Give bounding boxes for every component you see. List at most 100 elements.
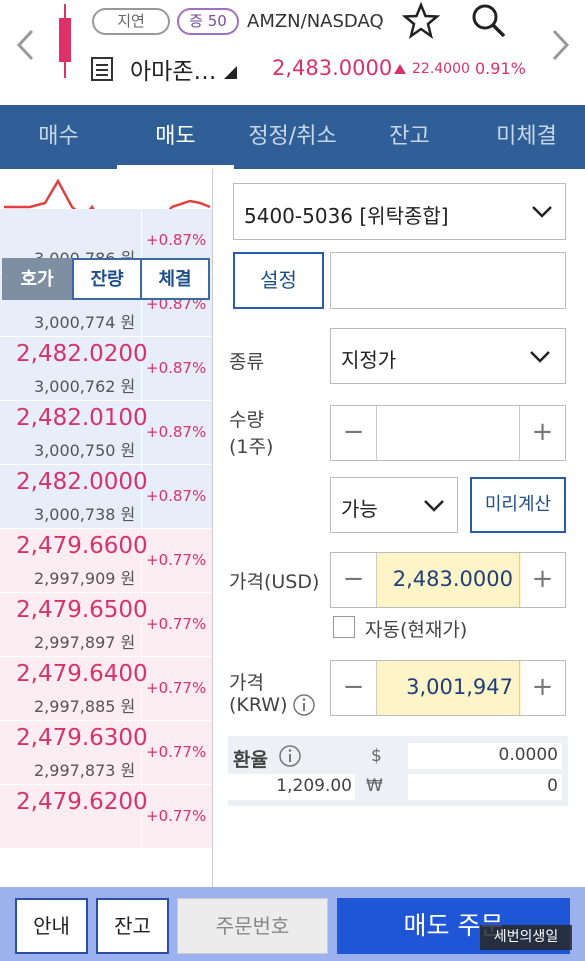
balance-button[interactable]: 잔고: [96, 898, 169, 954]
orderbook-row[interactable]: 2,482.0000 3,000,738 원 +0.87%: [0, 465, 212, 529]
rate: +0.87%: [146, 487, 207, 505]
plus-button[interactable]: +: [519, 661, 565, 715]
delay-badge: 지연: [92, 8, 170, 35]
krw-price: 3,000,774 원: [34, 313, 136, 332]
current-price: 2,483.0000: [272, 56, 393, 80]
usd-input[interactable]: 2,483.0000: [377, 553, 521, 607]
tab-bar: [0, 105, 585, 169]
rate: +0.87%: [146, 423, 207, 441]
order-price: 2,479.6400: [16, 661, 148, 687]
tab[interactable]: 매수: [38, 124, 79, 149]
orderbook-tab[interactable]: 호가: [2, 258, 72, 300]
krw-unit: (KRW): [229, 694, 288, 716]
order-price: 2,479.6300: [16, 725, 148, 751]
krw-label: 가격: [229, 672, 264, 694]
row-divider: [141, 273, 142, 336]
up-triangle: [394, 64, 406, 74]
prev-arrow[interactable]: [14, 28, 38, 62]
orderbook-tab[interactable]: 체결: [140, 258, 210, 300]
fx-panel: 환율 $ 0.0000 1,209.00 ₩ 0: [228, 736, 568, 806]
usd-label: 가격(USD): [229, 571, 320, 593]
usd-amount-box: 0.0000: [408, 743, 562, 769]
order-price: 2,482.0100: [16, 405, 148, 431]
auto-checkbox[interactable]: [333, 616, 355, 638]
orderbook-row[interactable]: 2,479.6400 2,997,885 원 +0.77%: [0, 657, 212, 721]
order-price: 2,482.0200: [16, 341, 148, 367]
krw-amount-box: 0: [408, 774, 562, 800]
plus-button[interactable]: +: [519, 553, 565, 607]
auto-label: 자동(현재가): [365, 619, 468, 641]
krw-price: 2,997,873 원: [34, 761, 136, 780]
row-divider: [141, 209, 142, 272]
stock-name[interactable]: 아마존…: [130, 59, 217, 85]
type-label: 종류: [229, 351, 264, 373]
orderbook-row[interactable]: 2,479.6300 2,997,873 원 +0.77%: [0, 721, 212, 785]
krw-input[interactable]: 3,001,947: [377, 661, 521, 715]
header: 지연 증 50 AMZN/NASDAQ 아마존… 2,483.0000 22.4…: [0, 0, 585, 103]
info-icon[interactable]: [292, 693, 316, 717]
chevron: [424, 500, 444, 512]
orderbook-row[interactable]: 2,479.6200 +0.77%: [0, 785, 212, 849]
watermark: 세번의생일: [480, 925, 572, 950]
order-price: 2,479.6200: [16, 789, 148, 815]
row-divider: [141, 529, 142, 592]
margin-badge: 증 50: [177, 8, 239, 35]
row-divider: [141, 657, 142, 720]
krw-price: 2,997,897 원: [34, 633, 136, 652]
name-dropdown[interactable]: [224, 66, 238, 80]
tab[interactable]: 정정/취소: [248, 124, 337, 149]
price-change: 22.4000: [412, 61, 470, 77]
tab[interactable]: 매도: [117, 105, 234, 169]
next-arrow[interactable]: [548, 28, 572, 62]
orderbook-row[interactable]: 2,479.6600 2,997,909 원 +0.77%: [0, 529, 212, 593]
orderbook-row[interactable]: 2,482.0200 3,000,762 원 +0.87%: [0, 337, 212, 401]
tab[interactable]: 미체결: [496, 124, 557, 149]
row-divider: [141, 721, 142, 784]
order-price: 2,479.6600: [16, 533, 148, 559]
usd-price: 2,483.0000: [392, 567, 513, 591]
rate: +0.77%: [146, 743, 207, 761]
minus-button[interactable]: −: [331, 661, 377, 715]
orderbook-row[interactable]: 2,482.0100 3,000,750 원 +0.87%: [0, 401, 212, 465]
favorite-icon[interactable]: [402, 2, 440, 40]
qty-stepper: − +: [330, 405, 566, 461]
usd-symbol: $: [371, 746, 382, 766]
rate: +0.77%: [146, 807, 207, 825]
krw-price: 3,000,750 원: [34, 441, 136, 460]
minus-button[interactable]: −: [331, 406, 377, 460]
row-divider: [141, 593, 142, 656]
rate: +0.87%: [146, 359, 207, 377]
search-icon[interactable]: [470, 2, 508, 40]
menu-icon[interactable]: [90, 56, 114, 82]
account-select[interactable]: 5400-5036 [위탁종합]: [233, 183, 566, 240]
row-divider: [141, 465, 142, 528]
info-icon[interactable]: [278, 744, 302, 768]
minus-button[interactable]: −: [331, 553, 377, 607]
available-select[interactable]: 가능: [330, 477, 458, 533]
guide-button[interactable]: 안내: [15, 898, 88, 954]
rate: +0.77%: [146, 615, 207, 633]
orderbook-row[interactable]: 2,479.6500 2,997,897 원 +0.77%: [0, 593, 212, 657]
order-price: 2,479.6500: [16, 597, 148, 623]
orderbook-tab[interactable]: 잔량: [72, 258, 142, 300]
krw-price: 3,000,738 원: [34, 505, 136, 524]
krw-amount: 0: [547, 776, 558, 796]
precalc-button[interactable]: 미리계산: [470, 477, 566, 533]
settings-button[interactable]: 설정: [233, 252, 324, 309]
change-rate: 0.91%: [475, 59, 526, 78]
plus-button[interactable]: +: [519, 406, 565, 460]
chevron: [532, 206, 552, 218]
row-divider: [141, 401, 142, 464]
settings-input[interactable]: [330, 252, 566, 309]
row-divider: [141, 785, 142, 848]
type-select[interactable]: 지정가: [330, 328, 566, 384]
row-divider: [141, 337, 142, 400]
krw-stepper: − 3,001,947 +: [330, 660, 566, 716]
tab[interactable]: 잔고: [389, 124, 430, 149]
order-no-button[interactable]: 주문번호: [177, 898, 328, 954]
usd-amount: 0.0000: [498, 745, 558, 765]
chevron: [530, 351, 550, 363]
usd-stepper: − 2,483.0000 +: [330, 552, 566, 608]
